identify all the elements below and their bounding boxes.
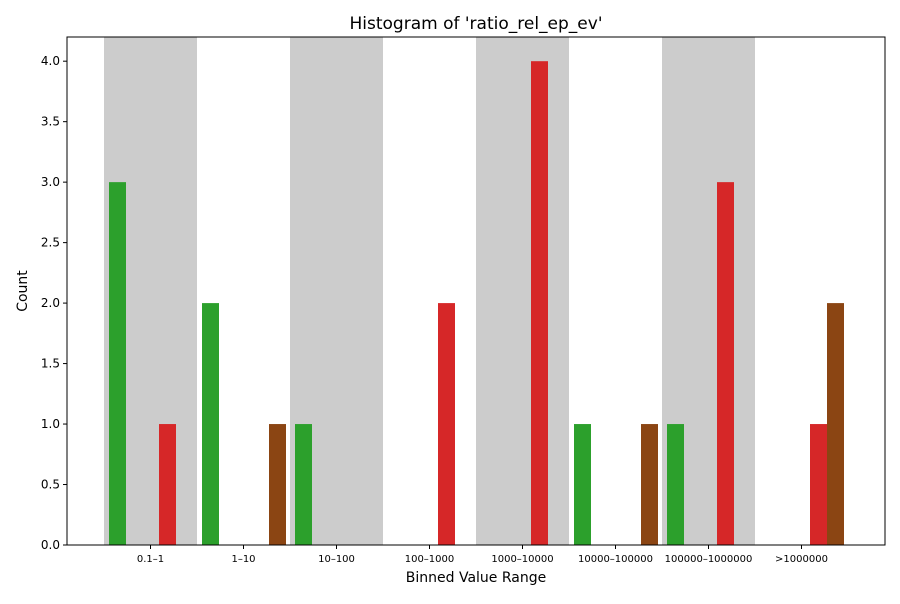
bar <box>717 182 734 545</box>
bar <box>269 424 286 545</box>
bar <box>827 303 844 545</box>
bar <box>531 61 548 545</box>
y-tick-label: 3.5 <box>41 115 60 129</box>
y-tick-label: 0.0 <box>41 538 60 552</box>
x-tick-label: 10–100 <box>318 554 355 565</box>
y-axis-label: Count <box>15 270 31 312</box>
x-tick-label: 1000–10000 <box>491 554 553 565</box>
y-tick-label: 4.0 <box>41 54 60 68</box>
x-tick-label: 0.1–1 <box>137 554 164 565</box>
bars <box>109 61 844 545</box>
y-tick-label: 1.5 <box>41 357 60 371</box>
x-tick-label: >1000000 <box>775 554 828 565</box>
chart-title: Histogram of 'ratio_rel_ep_ev' <box>350 14 603 34</box>
bar <box>574 424 591 545</box>
shaded-band <box>476 37 569 545</box>
bar <box>202 303 219 545</box>
bar <box>295 424 312 545</box>
plot-frame <box>66 36 886 546</box>
bar <box>159 424 176 545</box>
x-axis-label: Binned Value Range <box>406 570 546 586</box>
y-tick-label: 2.0 <box>41 296 60 310</box>
y-tick-label: 0.5 <box>41 478 60 492</box>
bar <box>438 303 455 545</box>
bar <box>667 424 684 545</box>
bar <box>109 182 126 545</box>
y-axis-ticks: 0.0 0.5 1.0 1.5 2.0 2.5 3.0 3.5 4.0 <box>41 54 67 552</box>
x-axis-ticks: 0.1–1 1–10 10–100 100–1000 1000–10000 10000–1… <box>137 545 828 565</box>
y-tick-label: 2.5 <box>41 236 60 250</box>
bar <box>810 424 827 545</box>
y-tick-label: 3.0 <box>41 175 60 189</box>
y-tick-label: 1.0 <box>41 417 60 431</box>
x-tick-label: 1–10 <box>231 554 255 565</box>
x-tick-label: 100–1000 <box>405 554 455 565</box>
bar <box>641 424 658 545</box>
x-tick-label: 10000–100000 <box>578 554 653 565</box>
x-tick-label: 100000–1000000 <box>665 554 753 565</box>
